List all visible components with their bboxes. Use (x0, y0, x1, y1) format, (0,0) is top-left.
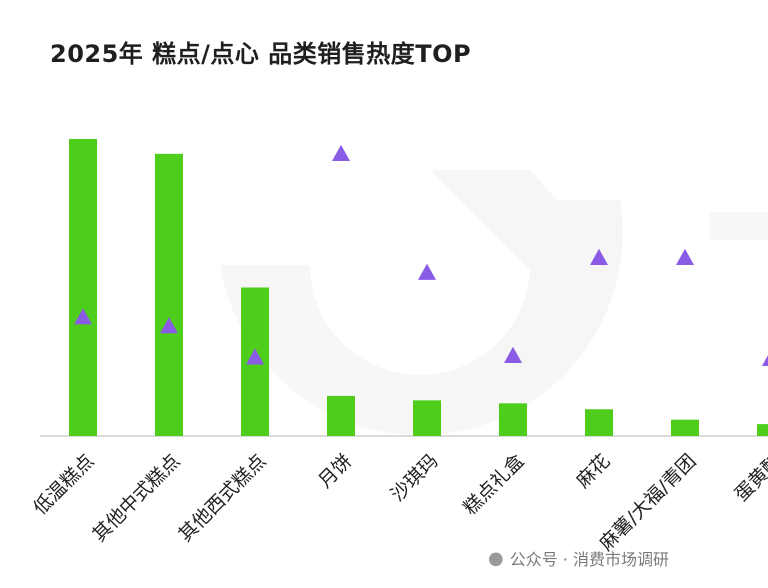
x-tick-label: 月饼 (314, 450, 356, 492)
triangle-marker (332, 144, 350, 162)
triangle-marker (246, 348, 264, 365)
triangle-marker (590, 248, 608, 265)
bar (585, 409, 613, 436)
watermark: ● 公众号 · 消费市场调研 (488, 546, 669, 570)
bar (499, 403, 527, 436)
bar (413, 400, 441, 436)
x-tick-label: 糕点礼盒 (459, 450, 528, 519)
bar (671, 419, 699, 436)
x-tick-label: 低温糕点 (29, 450, 98, 519)
bar (757, 424, 768, 436)
x-tick-label: 蛋黄酥 (731, 450, 768, 506)
triangle-marker (160, 317, 178, 334)
x-tick-label: 麻花 (572, 450, 614, 492)
wechat-icon: ● (488, 547, 504, 569)
x-tick-label: 其他中式糕点 (88, 450, 184, 546)
triangle-markers-layer (74, 144, 768, 366)
triangle-marker (418, 263, 436, 280)
x-tick-label: 沙琪玛 (387, 450, 443, 506)
background-watermark-shape (220, 170, 768, 436)
bar (155, 153, 183, 436)
bar (327, 395, 355, 436)
bar (69, 139, 97, 436)
x-tick-label: 其他西式糕点 (174, 450, 270, 546)
chart-title: 2025年 糕点/点心 品类销售热度TOP (50, 40, 472, 68)
triangle-marker (74, 308, 92, 325)
triangle-marker (504, 346, 522, 364)
triangle-marker (762, 355, 768, 366)
watermark-text: 公众号 · 消费市场调研 (509, 550, 669, 569)
triangle-marker (676, 248, 694, 265)
